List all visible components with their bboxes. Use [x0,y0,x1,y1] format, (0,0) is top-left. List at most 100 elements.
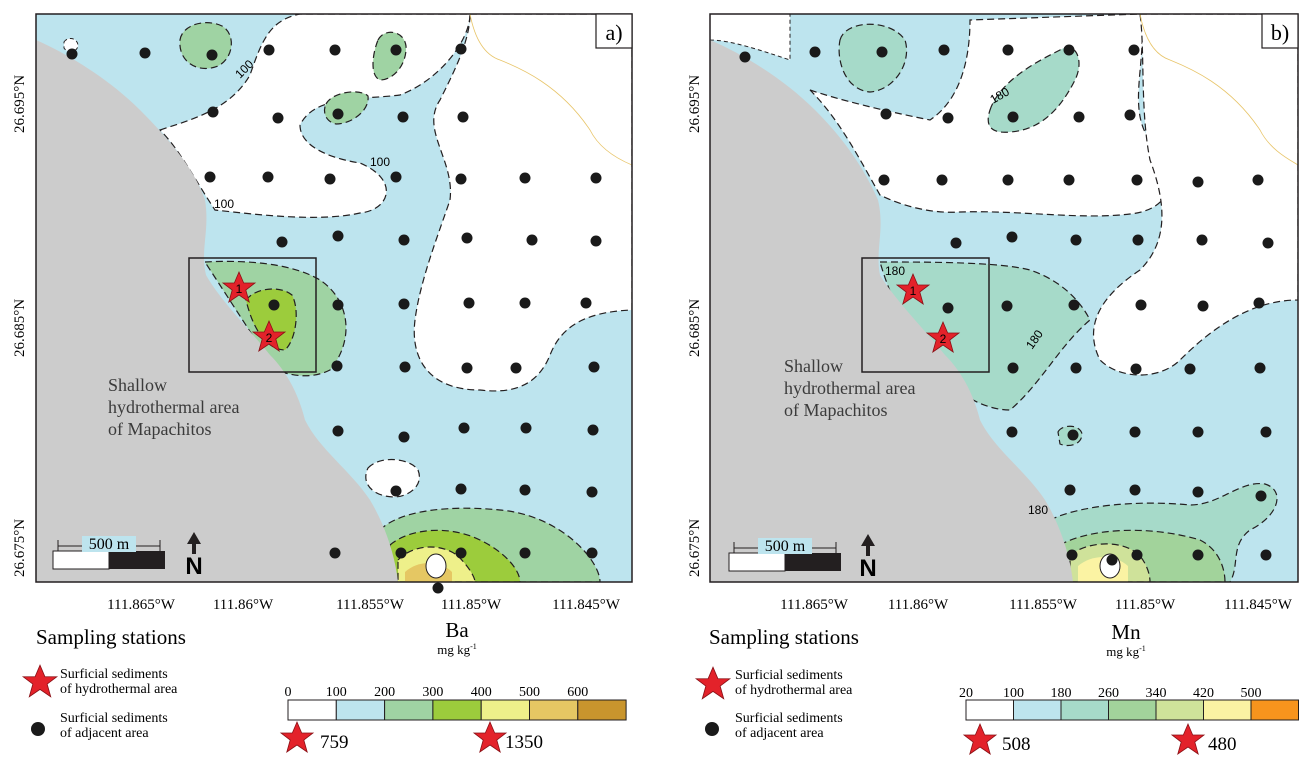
station-dot [206,49,218,61]
station-dot [1070,362,1082,374]
x-tick: 111.85°W [1115,597,1176,613]
legend-swatch [529,699,579,721]
legend-unit: mg kg-1 [437,642,477,657]
station-dot [207,106,219,118]
panel-label: a) [605,20,622,45]
station-dot [1131,549,1143,561]
station-dot [463,297,475,309]
station-dot [332,108,344,120]
stations [739,44,1274,566]
stations [66,43,602,594]
station-dot [942,112,954,124]
station-dot [399,361,411,373]
panel-label: b) [1271,20,1289,45]
x-tick: 111.845°W [552,597,621,613]
station-dot [268,299,280,311]
station-dot-icon [705,722,719,736]
legend-swatch [965,699,1014,721]
station-dot [1073,111,1085,123]
station-dot [1129,484,1141,496]
y-tick: 26.675°N [687,519,703,577]
station-dot [332,299,344,311]
station-dot [329,44,341,56]
station-dot [455,43,467,55]
x-tick: 111.845°W [1224,597,1293,613]
station-dot [590,172,602,184]
station-dot [390,485,402,497]
station-dot [1262,237,1274,249]
low-zone [413,14,632,392]
low-zone [1092,14,1298,376]
station-dot [1007,111,1019,123]
station-dot [1197,300,1209,312]
contour-label: 100 [214,197,234,211]
station-dot [588,361,600,373]
station-dot [1260,549,1272,561]
legend-swatch [480,699,531,721]
station-dot [1070,234,1082,246]
station-dot [1255,490,1267,502]
y-tick: 26.695°N [12,75,28,133]
station-dot [519,484,531,496]
station-dot [586,486,598,498]
station-dot [1254,362,1266,374]
star-value: 759 [320,732,349,753]
station-dot [324,173,336,185]
station-dot [455,173,467,185]
panel-label-box [595,13,633,49]
area-label-line-1: Shallow [784,356,843,376]
mid-zone [372,31,407,81]
x-ticks: 111.865°W 111.86°W 111.855°W 111.85°W 11… [107,597,621,613]
coastline [469,14,632,166]
star-number: 1 [910,284,917,298]
station-dot [455,547,467,559]
station-dot [936,174,948,186]
svg-text:N: N [859,555,876,582]
station-dot [1006,426,1018,438]
station-dot [1067,429,1079,441]
legend-break: 400 [471,685,492,700]
station-dot [390,44,402,56]
legend-dot-line-1: Surficial sediments [735,711,843,726]
station-dot [1006,231,1018,243]
station-dot [1007,362,1019,374]
sampling-legend-a: Sampling stations Surficial sediments of… [22,625,186,741]
station-dot [1260,426,1272,438]
mid-zone [879,261,1091,411]
x-tick: 111.86°W [213,597,274,613]
y-tick: 26.695°N [687,75,703,133]
station-dot [1252,174,1264,186]
legend-element: Mn [1111,620,1141,644]
area-label-line-2: hydrothermal area [108,397,239,417]
area-label-line-3: of Mapachitos [784,400,887,420]
station-dot [1001,300,1013,312]
station-dot-icon [31,722,45,736]
land [710,40,1073,582]
station-dot [519,172,531,184]
star-number: 2 [266,331,273,345]
station-dot [272,112,284,124]
legend-dot-line-1: Surficial sediments [60,711,168,726]
legend-star-line-1: Surficial sediments [735,668,843,683]
legend-swatch [1060,699,1109,721]
legend-swatch [384,699,434,721]
map-panel-b: b) 180 180 180 180 1 2 Shallow hydrother… [687,13,1299,613]
panel-label-box [1261,13,1299,49]
coastline [1139,14,1298,166]
area-label-line-1: Shallow [108,375,167,395]
legend-break: 300 [422,685,443,700]
area-label-line-3: of Mapachitos [108,419,211,439]
station-dot [739,51,751,63]
station-dot [1063,174,1075,186]
station-dot [395,547,407,559]
study-area-box [188,257,317,373]
legend-break: 340 [1146,686,1167,701]
scale-bar-label: 500 m [89,536,130,553]
color-legend-b: Mn mg kg-1 20 100 180 260 340 420 500 508 480 [959,620,1299,755]
x-tick: 111.855°W [336,597,405,613]
station-dot [276,236,288,248]
legend-swatch [1013,699,1062,721]
legend-unit: mg kg-1 [1106,644,1146,659]
station-dot [329,547,341,559]
station-dot [1135,299,1147,311]
